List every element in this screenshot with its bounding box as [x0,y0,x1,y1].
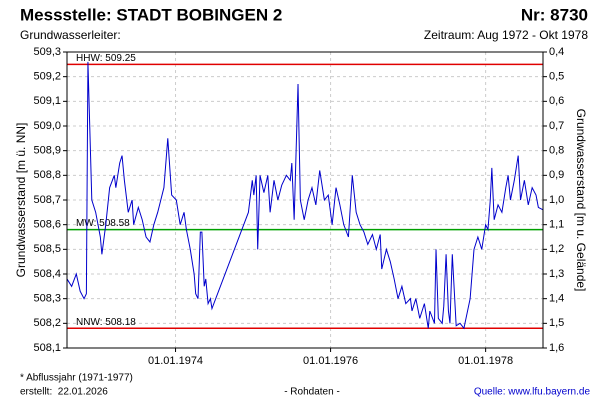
y2-axis-label: Grundwasserstand [m u. Gelände] [574,109,588,292]
chart-title: Messstelle: STADT BOBINGEN 2 [20,5,282,24]
y2-tick-label: 0,7 [549,120,564,132]
y2-tick-label: 0,8 [549,145,564,157]
y-axis-label: Grundwasserstand [m ü. NN] [14,123,28,278]
y2-tick-label: 1,0 [549,194,564,206]
plot-frame [66,51,544,349]
y-tick-label: 508,9 [33,145,61,157]
footnote: * Abflussjahr (1971-1977) [20,373,133,384]
x-tick-label: 01.01.1978 [458,355,513,367]
station-number: Nr: 8730 [521,5,588,24]
data-note: - Rohdaten - [284,387,340,398]
y-tick-label: 509,3 [33,46,61,58]
reference-label: NNW: 508.18 [76,317,136,328]
y-tick-label: 508,5 [33,243,61,255]
created: erstellt: 22.01.2026 [20,387,108,398]
y2-tick-label: 0,4 [549,46,564,58]
data-line [66,61,544,330]
y2-tick-label: 1,6 [549,342,564,354]
reference-label: MW: 508.58 [76,218,130,229]
y-tick-label: 509,0 [33,120,61,132]
x-tick-label: 01.01.1974 [148,355,203,367]
y-tick-label: 508,1 [33,342,61,354]
subtitle-right: Zeitraum: Aug 1972 - Okt 1978 [424,28,588,42]
y-tick-label: 508,3 [33,293,61,305]
y2-tick-label: 1,2 [549,243,564,255]
x-tick-label: 01.01.1976 [303,355,358,367]
y-tick-label: 508,8 [33,169,61,181]
y-tick-label: 509,2 [33,71,61,83]
y-tick-label: 508,7 [33,194,61,206]
source: Quelle: www.lfu.bayern.de [474,387,591,398]
y-tick-label: 508,4 [33,268,61,280]
y2-tick-label: 0,9 [549,169,564,181]
y-tick-label: 508,6 [33,219,61,231]
y-tick-label: 509,1 [33,95,61,107]
y2-tick-label: 1,1 [549,219,564,231]
y2-tick-label: 1,5 [549,317,564,329]
y2-tick-label: 1,3 [549,268,564,280]
reference-label: HHW: 509.25 [76,53,136,64]
y2-tick-label: 0,5 [549,71,564,83]
y2-tick-label: 1,4 [549,293,564,305]
subtitle-left: Grundwasserleiter: [20,28,121,42]
y-tick-label: 508,2 [33,317,61,329]
y2-tick-label: 0,6 [549,95,564,107]
